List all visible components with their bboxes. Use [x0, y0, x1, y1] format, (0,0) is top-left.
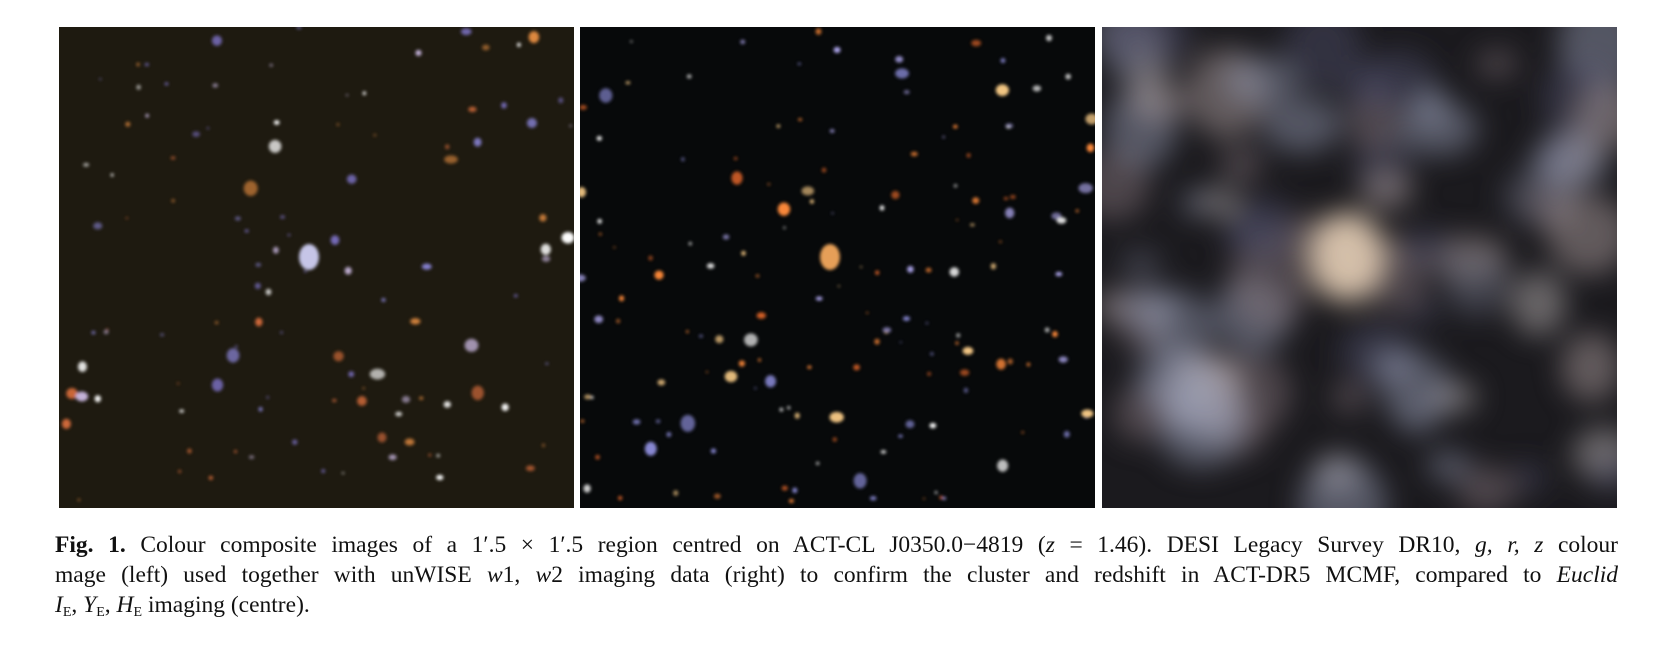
caption-text: E [133, 605, 143, 620]
caption-text: 2 imaging data (right) to confirm the cl… [551, 562, 1557, 588]
unwise-image [1102, 27, 1617, 508]
sky-image [61, 27, 574, 502]
caption-line: IE, YE, HE imaging (centre). [55, 590, 1618, 628]
caption-text: colour [1543, 532, 1618, 558]
caption-text: E [62, 605, 72, 620]
caption-text: imaging (centre). [142, 592, 310, 618]
caption-text: z [1045, 532, 1055, 558]
sky-image [580, 28, 1095, 503]
caption-text: E [96, 605, 105, 620]
euclid-image [580, 27, 1095, 508]
caption-text: I [55, 592, 63, 618]
caption-text: Colour composite images of a 1′.5 × 1′.5… [125, 532, 1046, 558]
caption-text: Y [83, 592, 97, 618]
caption-text: , [71, 592, 84, 618]
caption-line: Fig. 1. Colour composite images of a 1′.… [55, 530, 1618, 560]
caption-text: = 1.46). DESI Legacy Survey DR10, [1054, 532, 1476, 558]
caption-line: mage (left) used together with unWISE w1… [55, 560, 1618, 590]
caption-text: w [486, 562, 503, 588]
caption-text: mage (left) used together with unWISE [55, 562, 487, 588]
legacy-survey-image [59, 27, 574, 508]
caption-text: Fig. 1. [55, 532, 126, 558]
sky-image [1102, 27, 1617, 508]
caption-text: g, r, z [1475, 532, 1544, 558]
caption-text: 1, [502, 562, 536, 588]
caption-text: w [535, 562, 552, 588]
caption-text: , [104, 592, 117, 618]
caption-text: H [116, 592, 134, 618]
figure-caption: Fig. 1. Colour composite images of a 1′.… [55, 530, 1618, 628]
caption-text: Euclid [1556, 562, 1618, 588]
